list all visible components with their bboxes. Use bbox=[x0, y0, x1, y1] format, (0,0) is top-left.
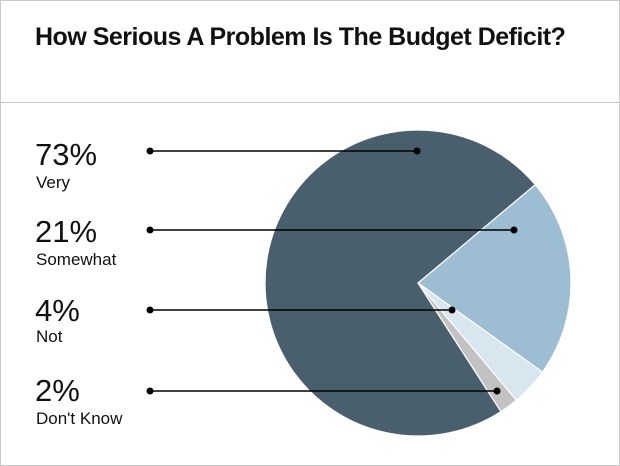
leader-line-very bbox=[146, 147, 421, 155]
value-label-not: 4% bbox=[35, 293, 80, 328]
category-label-very: Very bbox=[36, 173, 71, 192]
category-label-not: Not bbox=[36, 327, 63, 346]
pie-slice-somewhat bbox=[417, 183, 572, 373]
pie-slice-very bbox=[264, 129, 537, 437]
leader-line-not bbox=[146, 306, 456, 314]
value-label-very: 73% bbox=[35, 137, 98, 172]
leader-line-don-t-know bbox=[146, 387, 501, 395]
category-label-somewhat: Somewhat bbox=[36, 250, 117, 269]
leader-line-somewhat bbox=[146, 226, 518, 234]
category-label-dont-know: Don't Know bbox=[36, 409, 123, 428]
value-label-dont-know: 2% bbox=[35, 373, 80, 408]
value-label-somewhat: 21% bbox=[35, 214, 98, 249]
title-divider bbox=[1, 102, 619, 103]
chart-title: How Serious A Problem Is The Budget Defi… bbox=[35, 23, 566, 51]
